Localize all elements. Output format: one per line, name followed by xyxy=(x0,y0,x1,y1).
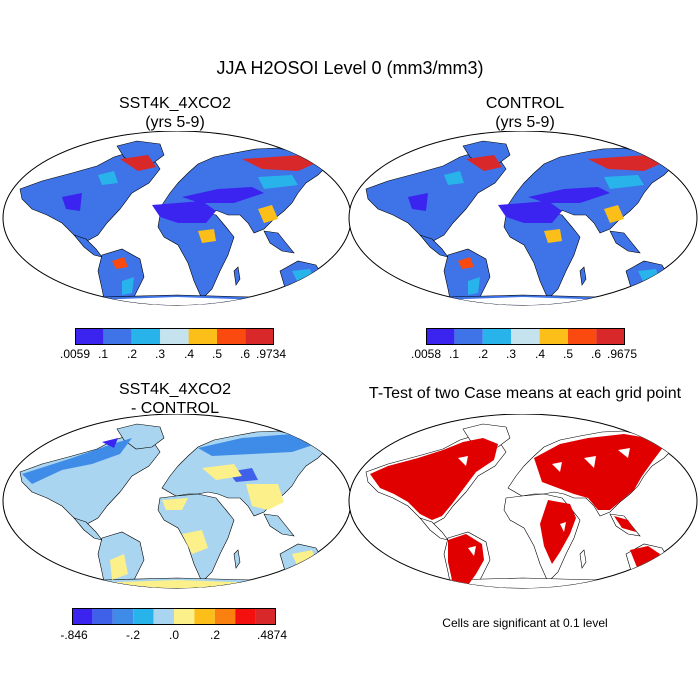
colorbar-label: .0059 xyxy=(59,347,91,361)
panel-title-line2: (yrs 5-9) xyxy=(495,114,555,131)
panel-title-line1: CONTROL xyxy=(485,95,565,112)
swatch xyxy=(103,328,132,345)
swatch xyxy=(194,608,215,625)
colorbar-label: .4 xyxy=(183,347,195,361)
panel-title-line1: SST4K_4XCO2 xyxy=(118,95,232,112)
panel-title-ttest: T-Test of two Case means at each grid po… xyxy=(368,385,682,402)
swatch xyxy=(255,608,276,625)
swatch xyxy=(153,608,174,625)
swatch xyxy=(511,328,540,345)
swatch xyxy=(568,328,597,345)
panel-title-line1: SST4K_4XCO2 xyxy=(118,381,232,398)
colorbar-difference xyxy=(72,608,276,630)
swatch xyxy=(539,328,568,345)
map-control xyxy=(348,131,698,306)
colorbar-label: .5 xyxy=(211,347,223,361)
colorbar-sst4k-swatches xyxy=(75,328,274,345)
colorbar-control-labels: .0058 .1 .2 .3 .4 .5 .6 .9675 xyxy=(411,347,637,361)
swatch xyxy=(217,328,246,345)
figure-title: JJA H2OSOI Level 0 (mm3/mm3) xyxy=(216,58,484,78)
colorbar-control-swatches xyxy=(426,328,625,345)
colorbar-label: .1 xyxy=(97,347,109,361)
colorbar-label: .0058 xyxy=(410,347,442,361)
colorbar-label: .6 xyxy=(239,347,251,361)
colorbar-control xyxy=(426,328,625,350)
colorbar-label: .2 xyxy=(477,347,489,361)
colorbar-label: .3 xyxy=(505,347,517,361)
map-sst4k xyxy=(2,131,352,306)
colorbar-difference-labels: -.846 -.2 .0 .2 .4874 xyxy=(60,628,287,642)
colorbar-sst4k xyxy=(75,328,274,350)
colorbar-label: .3 xyxy=(154,347,166,361)
swatch xyxy=(426,328,455,345)
swatch xyxy=(75,328,104,345)
colorbar-label: -.846 xyxy=(60,628,88,642)
colorbar-difference-swatches xyxy=(72,608,276,625)
swatch xyxy=(131,328,161,345)
colorbar-label: .5 xyxy=(562,347,574,361)
colorbar-label: -.2 xyxy=(125,628,141,642)
panel-title-line2: (yrs 5-9) xyxy=(145,114,205,131)
map-ttest xyxy=(348,414,698,589)
swatch xyxy=(92,608,113,625)
swatch xyxy=(214,608,236,625)
swatch xyxy=(454,328,483,345)
colorbar-label: .1 xyxy=(448,347,460,361)
swatch xyxy=(133,608,154,625)
swatch xyxy=(596,328,625,345)
swatch xyxy=(112,608,134,625)
swatch xyxy=(188,328,217,345)
colorbar-label: .4874 xyxy=(256,628,288,642)
panel-title-line2: - CONTROL xyxy=(131,400,219,417)
colorbar-label: .9734 xyxy=(255,347,287,361)
colorbar-label: .6 xyxy=(590,347,602,361)
swatch xyxy=(160,328,189,345)
swatch xyxy=(174,608,195,625)
panel-title-sst4k: SST4K_4XCO2 (yrs 5-9) xyxy=(0,94,350,132)
significance-note: Cells are significant at 0.1 level xyxy=(442,616,608,630)
colorbar-label: .2 xyxy=(209,628,221,642)
panel-title-control: CONTROL (yrs 5-9) xyxy=(350,94,700,132)
swatch xyxy=(482,328,512,345)
colorbar-label: .9675 xyxy=(606,347,638,361)
panel-title-difference: SST4K_4XCO2 - CONTROL xyxy=(0,380,350,418)
swatch xyxy=(72,608,93,625)
swatch xyxy=(235,608,256,625)
colorbar-label: .2 xyxy=(126,347,138,361)
colorbar-label: .4 xyxy=(534,347,546,361)
colorbar-label: .0 xyxy=(168,628,180,642)
colorbar-sst4k-labels: .0059 .1 .2 .3 .4 .5 .6 .9734 xyxy=(60,347,286,361)
swatch xyxy=(245,328,274,345)
map-difference xyxy=(2,414,352,589)
